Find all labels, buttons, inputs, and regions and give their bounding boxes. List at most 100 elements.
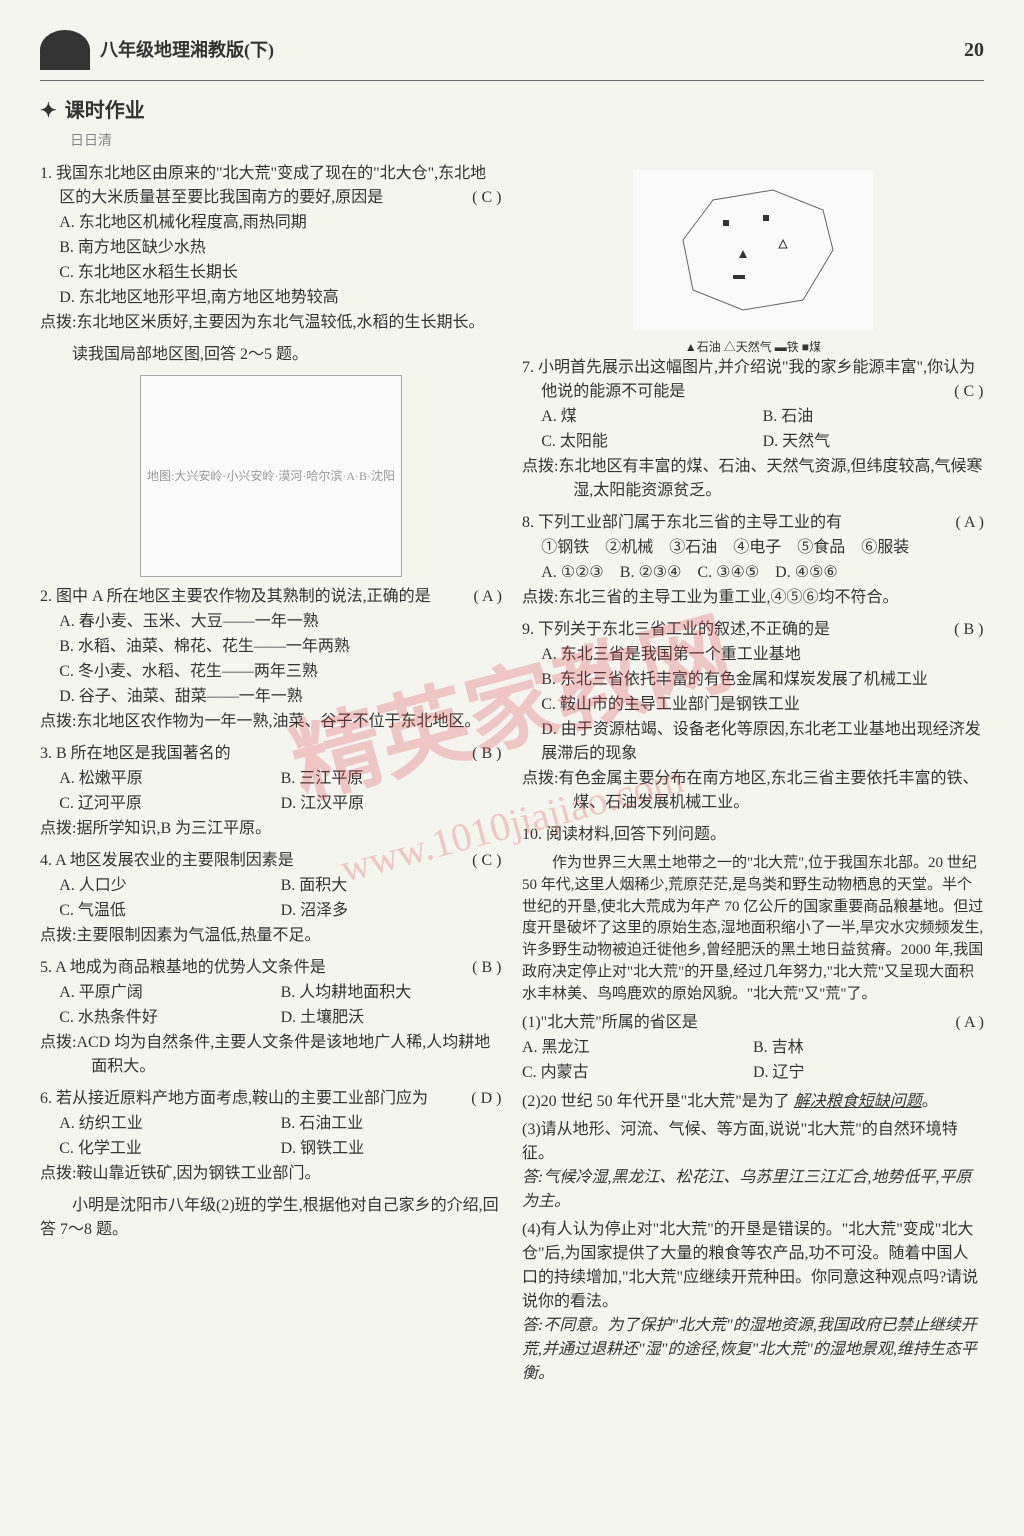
q3-opt-a: A. 松嫩平原 bbox=[59, 767, 280, 791]
q8-opts: A. ①②③ B. ②③④ C. ③④⑤ D. ④⑤⑥ bbox=[541, 561, 984, 585]
q8-items: ①钢铁 ②机械 ③石油 ④电子 ⑤食品 ⑥服装 bbox=[541, 536, 984, 560]
q8-tip: 点拨:东北三省的主导工业为重工业,④⑤⑥均不符合。 bbox=[522, 586, 984, 610]
q7-opt-a: A. 煤 bbox=[541, 405, 762, 429]
q3-opt-b: B. 三江平原 bbox=[281, 767, 502, 791]
q2-opt-b: B. 水稻、油菜、棉花、花生——一年两熟 bbox=[59, 635, 502, 659]
q4-opt-b: B. 面积大 bbox=[281, 874, 502, 898]
q6-opt-c: C. 化学工业 bbox=[59, 1137, 280, 1161]
q1-tip: 点拨:东北地区米质好,主要因为东北气温较低,水稻的生长期长。 bbox=[40, 311, 502, 335]
q10-1-answer: ( A ) bbox=[956, 1011, 984, 1035]
q10-4-stem: (4)有人认为停止对"北大荒"的开垦是错误的。"北大荒"变成"北大仓"后,为国家… bbox=[522, 1218, 984, 1314]
q5-stem: 5. A 地成为商品粮基地的优势人文条件是 bbox=[40, 959, 326, 976]
page-header: 八年级地理湘教版(下) 20 bbox=[40, 30, 984, 81]
section-title: ✦ 课时作业 bbox=[40, 96, 984, 126]
q10-1-stem: (1)"北大荒"所属的省区是 bbox=[522, 1014, 698, 1031]
q10-sub3: (3)请从地形、河流、气候、等方面,说说"北大荒"的自然环境特征。 答:气候冷湿… bbox=[522, 1118, 984, 1214]
q2-stem: 2. 图中 A 所在地区主要农作物及其熟制的说法,正确的是 bbox=[40, 588, 431, 605]
question-1: 1. 我国东北地区由原来的"北大荒"变成了现在的"北大仓",东北地区的大米质量甚… bbox=[40, 162, 502, 335]
q9-tip: 点拨:有色金属主要分布在南方地区,东北三省主要依托丰富的铁、煤、石油发展机械工业… bbox=[522, 767, 984, 815]
q3-stem: 3. B 所在地区是我国著名的 bbox=[40, 745, 231, 762]
q6-opt-b: B. 石油工业 bbox=[281, 1112, 502, 1136]
q6-stem: 6. 若从接近原料产地方面考虑,鞍山的主要工业部门应为 bbox=[40, 1090, 428, 1107]
q6-opt-a: A. 纺织工业 bbox=[59, 1112, 280, 1136]
left-column: 1. 我国东北地区由原来的"北大荒"变成了现在的"北大仓",东北地区的大米质量甚… bbox=[40, 162, 502, 1390]
q2-opt-a: A. 春小麦、玉米、大豆——一年一熟 bbox=[59, 610, 502, 634]
q10-4-answer: 答:不同意。为了保护"北大荒"的湿地资源,我国政府已禁止继续开荒,并通过退耕还"… bbox=[522, 1314, 984, 1386]
q1-opt-c: C. 东北地区水稻生长期长 bbox=[59, 261, 502, 285]
q5-answer: ( B ) bbox=[491, 956, 502, 980]
right-column: ▲石油 △天然气 ▬铁 ■煤 7. 小明首先展示出这幅图片,并介绍说"我的家乡能… bbox=[522, 162, 984, 1390]
passage-text: 作为世界三大黑土地带之一的"北大荒",位于我国东北部。20 世纪 50 年代,这… bbox=[522, 853, 984, 1005]
q1-opt-b: B. 南方地区缺少水热 bbox=[59, 236, 502, 260]
q1-opt-d: D. 东北地区地形平坦,南方地区地势较高 bbox=[59, 286, 502, 310]
q8-stem: 8. 下列工业部门属于东北三省的主导工业的有 bbox=[522, 514, 842, 531]
q1-opt-a: A. 东北地区机械化程度高,雨热同期 bbox=[59, 211, 502, 235]
map-northeast-region: 地图:大兴安岭·小兴安岭·漠河·哈尔滨·A·B·沈阳 bbox=[140, 375, 402, 577]
q9-opt-c: C. 鞍山市的主导工业部门是钢铁工业 bbox=[541, 693, 984, 717]
q10-2-answer: 解决粮食短缺问题 bbox=[794, 1093, 922, 1110]
q5-opt-a: A. 平原广阔 bbox=[59, 981, 280, 1005]
q6-tip: 点拨:鞍山靠近铁矿,因为钢铁工业部门。 bbox=[40, 1162, 502, 1186]
q2-answer: ( A ) bbox=[493, 585, 502, 609]
q7-opt-c: C. 太阳能 bbox=[541, 430, 762, 454]
q9-answer: ( B ) bbox=[973, 618, 984, 642]
q10-1-opt-c: C. 内蒙古 bbox=[522, 1061, 753, 1085]
q9-opt-d: D. 由于资源枯竭、设备老化等原因,东北老工业基地出现经济发展滞后的现象 bbox=[541, 718, 984, 766]
question-2: 2. 图中 A 所在地区主要农作物及其熟制的说法,正确的是 ( A ) A. 春小… bbox=[40, 585, 502, 734]
map1-placeholder: 地图:大兴安岭·小兴安岭·漠河·哈尔滨·A·B·沈阳 bbox=[147, 467, 395, 485]
q4-tip: 点拨:主要限制因素为气温低,热量不足。 bbox=[40, 924, 502, 948]
swallow-icon: ✦ bbox=[40, 96, 57, 126]
q4-opt-a: A. 人口少 bbox=[59, 874, 280, 898]
q7-answer: ( C ) bbox=[973, 380, 984, 404]
q7-opt-d: D. 天然气 bbox=[763, 430, 984, 454]
q9-opt-b: B. 东北三省依托丰富的有色金属和煤炭发展了机械工业 bbox=[541, 668, 984, 692]
q10-3-answer: 答:气候冷湿,黑龙江、松花江、乌苏里江三江汇合,地势低平,平原为主。 bbox=[522, 1166, 984, 1214]
q7-stem: 7. 小明首先展示出这幅图片,并介绍说"我的家乡能源丰富",你认为他说的能源不可… bbox=[522, 359, 975, 400]
q4-opt-d: D. 沼泽多 bbox=[281, 899, 502, 923]
q9-opt-a: A. 东北三省是我国第一个重工业基地 bbox=[541, 643, 984, 667]
q3-tip: 点拨:据所学知识,B 为三江平原。 bbox=[40, 817, 502, 841]
map-resources bbox=[633, 170, 873, 330]
question-9: 9. 下列关于东北三省工业的叙述,不正确的是 ( B ) A. 东北三省是我国第一… bbox=[522, 618, 984, 815]
q7-tip: 点拨:东北地区有丰富的煤、石油、天然气资源,但纬度较高,气候寒湿,太阳能资源贫乏… bbox=[522, 455, 984, 503]
question-3: 3. B 所在地区是我国著名的 ( B ) A. 松嫩平原 C. 辽河平原 B. … bbox=[40, 742, 502, 841]
q6-answer: ( D ) bbox=[490, 1087, 502, 1111]
q5-opt-c: C. 水热条件好 bbox=[59, 1006, 280, 1030]
question-4: 4. A 地区发展农业的主要限制因素是 ( C ) A. 人口少 C. 气温低 B… bbox=[40, 849, 502, 948]
q10-sub4: (4)有人认为停止对"北大荒"的开垦是错误的。"北大荒"变成"北大仓"后,为国家… bbox=[522, 1218, 984, 1386]
question-5: 5. A 地成为商品粮基地的优势人文条件是 ( B ) A. 平原广阔 C. 水热… bbox=[40, 956, 502, 1079]
header-title: 八年级地理湘教版(下) bbox=[100, 37, 274, 64]
section-title-text: 课时作业 bbox=[65, 96, 145, 126]
q10-1-opt-b: B. 吉林 bbox=[753, 1036, 984, 1060]
q5-opt-b: B. 人均耕地面积大 bbox=[281, 981, 502, 1005]
intro-7-8: 小明是沈阳市八年级(2)班的学生,根据他对自己家乡的介绍,回答 7～8 题。 bbox=[40, 1194, 502, 1242]
question-6: 6. 若从接近原料产地方面考虑,鞍山的主要工业部门应为 ( D ) A. 纺织工业… bbox=[40, 1087, 502, 1186]
q4-stem: 4. A 地区发展农业的主要限制因素是 bbox=[40, 852, 294, 869]
page-number: 20 bbox=[964, 35, 984, 65]
q5-opt-d: D. 土壤肥沃 bbox=[281, 1006, 502, 1030]
resource-map-svg bbox=[653, 180, 853, 320]
question-10-intro: 10. 阅读材料,回答下列问题。 bbox=[522, 823, 984, 847]
q10-1-opt-a: A. 黑龙江 bbox=[522, 1036, 753, 1060]
q6-opt-d: D. 钢铁工业 bbox=[281, 1137, 502, 1161]
q3-opt-c: C. 辽河平原 bbox=[59, 792, 280, 816]
q10-1-opt-d: D. 辽宁 bbox=[753, 1061, 984, 1085]
q9-stem: 9. 下列关于东北三省工业的叙述,不正确的是 bbox=[522, 621, 830, 638]
q10-sub2: (2)20 世纪 50 年代开垦"北大荒"是为了 解决粮食短缺问题。 bbox=[522, 1090, 984, 1114]
q2-opt-d: D. 谷子、油菜、甜菜——一年一熟 bbox=[59, 685, 502, 709]
q10-3-stem: (3)请从地形、河流、气候、等方面,说说"北大荒"的自然环境特征。 bbox=[522, 1118, 984, 1166]
q10-sub1: (1)"北大荒"所属的省区是( A ) A. 黑龙江 C. 内蒙古 B. 吉林 … bbox=[522, 1011, 984, 1086]
map-legend: ▲石油 △天然气 ▬铁 ■煤 bbox=[522, 338, 984, 356]
q3-answer: ( B ) bbox=[491, 742, 502, 766]
q1-answer: ( C ) bbox=[491, 186, 502, 210]
header-ornament-icon bbox=[40, 30, 90, 70]
q4-answer: ( C ) bbox=[491, 849, 502, 873]
q3-opt-d: D. 江汉平原 bbox=[281, 792, 502, 816]
question-7: 7. 小明首先展示出这幅图片,并介绍说"我的家乡能源丰富",你认为他说的能源不可… bbox=[522, 356, 984, 503]
q8-answer: ( A ) bbox=[975, 511, 984, 535]
section-subtitle: 日日清 bbox=[70, 131, 984, 152]
q4-opt-c: C. 气温低 bbox=[59, 899, 280, 923]
intro-2-5: 读我国局部地区图,回答 2～5 题。 bbox=[40, 343, 502, 367]
question-8: 8. 下列工业部门属于东北三省的主导工业的有 ( A ) ①钢铁 ②机械 ③石油 … bbox=[522, 511, 984, 610]
q2-tip: 点拨:东北地区农作物为一年一熟,油菜、谷子不位于东北地区。 bbox=[40, 710, 502, 734]
